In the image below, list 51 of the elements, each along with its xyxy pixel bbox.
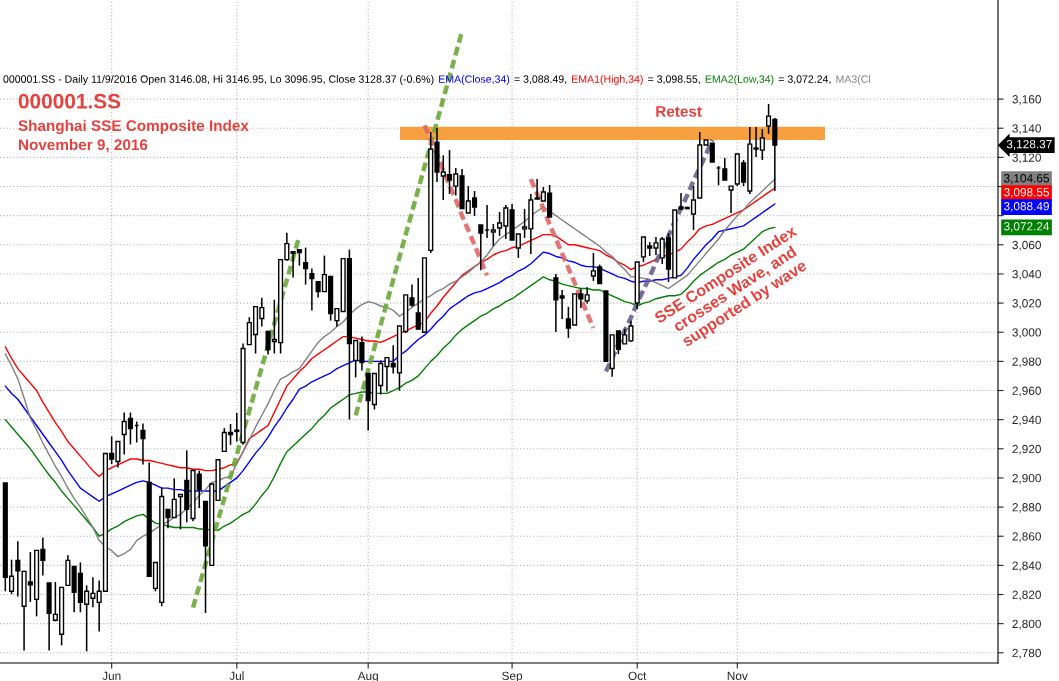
y-tick-label: 2,840	[1012, 561, 1041, 572]
y-tick-label: 3,120	[1012, 153, 1041, 164]
annotation: = 3,098.55,	[648, 75, 700, 85]
annotation: = 3,088.49,	[514, 75, 567, 85]
candlestick	[478, 224, 484, 272]
y-tick-label: 2,780	[1012, 648, 1041, 659]
y-tick-label: 3,040	[1012, 269, 1041, 280]
x-tick-label: Nov	[727, 671, 748, 680]
line-series	[528, 177, 596, 331]
text: 3,104.65	[1004, 174, 1050, 184]
candlestick	[722, 157, 728, 181]
y-tick-label: 2,920	[1012, 444, 1041, 455]
y-tick-label: 3,000	[1012, 328, 1041, 339]
text: 000001.SS	[18, 93, 121, 109]
y-tick-label: 3,140	[1012, 124, 1041, 135]
y-tick-label: 2,860	[1012, 532, 1041, 543]
text: EMA(Close,34)	[439, 75, 510, 85]
candlestick	[728, 185, 734, 214]
text: = 3,072.24,	[778, 75, 831, 85]
candlestick	[559, 289, 565, 320]
y-tick-label: 2,980	[1012, 357, 1041, 368]
annotation: November 9, 2016	[18, 138, 148, 153]
y-tick-label: 3,020	[1012, 299, 1041, 309]
y-tick-label: 2,940	[1012, 415, 1041, 426]
text: EMA1(High,34)	[572, 75, 643, 85]
text: 3,098.55	[1004, 188, 1050, 198]
candlestick	[303, 246, 309, 286]
y-tick-label: 2,820	[1012, 590, 1041, 601]
candlestick	[553, 273, 559, 333]
y-tick-label: 3,060	[1012, 240, 1041, 251]
y-tick-label: 2,800	[1012, 619, 1041, 630]
candlestick	[490, 223, 496, 247]
x-tick-label: Jul	[229, 671, 244, 680]
text: 3,088.49	[1004, 202, 1049, 212]
candlestick	[309, 267, 315, 312]
y-tick-label: 3,160	[1012, 95, 1041, 105]
text: EMA2(Low,34)	[705, 75, 774, 85]
x-tick-label: Jun	[102, 671, 121, 680]
text: 3,128.37	[1006, 139, 1052, 150]
y-tick-label: 2,900	[1012, 473, 1041, 484]
candlestick	[140, 422, 146, 466]
band-label: Retest	[656, 106, 702, 117]
text: 3,072.24	[1004, 222, 1050, 232]
y-tick-label: 2,960	[1012, 386, 1041, 397]
text: Shanghai SSE Composite Index	[18, 119, 249, 135]
candlestick	[15, 540, 21, 598]
text: MA3(Cl	[836, 75, 871, 85]
y-tick-label: 2,880	[1012, 503, 1041, 513]
line-series	[422, 123, 490, 278]
annotation: 000001.SS - Daily 11/9/2016 Open 3146.08, Hi 3146.95, Lo 3096.95, Close 3128.37 (-0.6%)	[3, 75, 434, 85]
x-tick-label: Oct	[628, 671, 647, 680]
